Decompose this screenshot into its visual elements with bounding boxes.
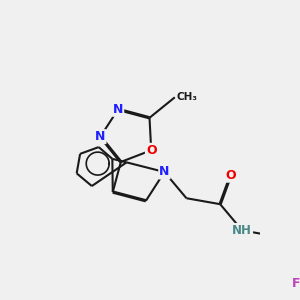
Text: N: N bbox=[159, 166, 170, 178]
Text: CH₃: CH₃ bbox=[176, 92, 197, 102]
Text: N: N bbox=[95, 130, 106, 143]
Text: F: F bbox=[292, 277, 300, 290]
Text: NH: NH bbox=[232, 224, 252, 237]
Text: O: O bbox=[225, 169, 236, 182]
Text: O: O bbox=[146, 144, 157, 157]
Text: N: N bbox=[113, 103, 123, 116]
